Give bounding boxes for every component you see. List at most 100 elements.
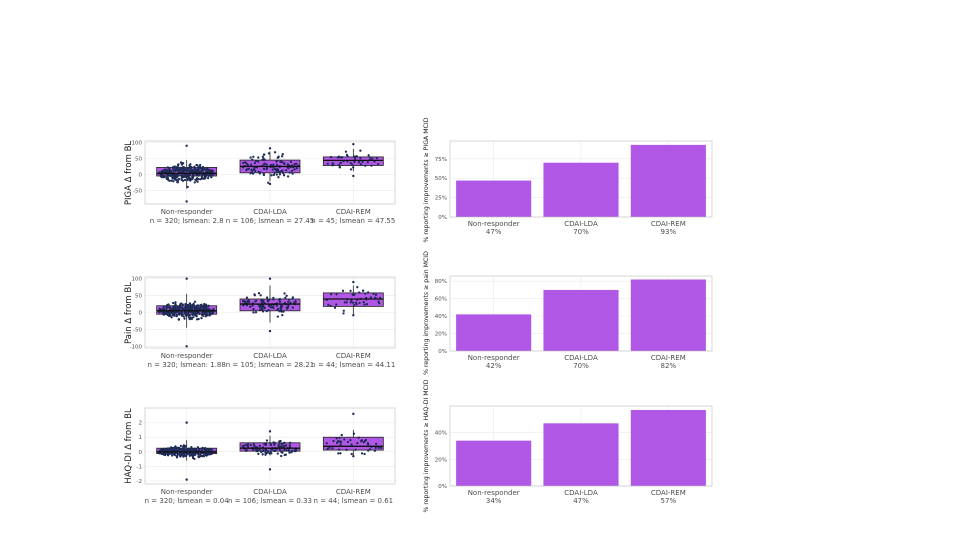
data-point [252,308,255,311]
data-point [161,175,165,178]
data-point [198,170,201,174]
data-point [168,166,171,170]
data-point [260,450,263,454]
data-point [205,311,208,314]
data-point [342,312,345,315]
data-point [184,175,187,178]
data-point [369,156,372,159]
data-point [249,444,252,447]
data-point [206,169,209,172]
data-point [280,155,284,158]
data-point [364,292,367,295]
data-point [267,309,270,312]
data-point [174,302,177,306]
data-point [356,442,359,445]
data-point [276,168,279,171]
bar-value-label: 47% [573,497,589,505]
data-point [359,163,363,166]
data-point [363,452,366,456]
data-point [337,163,340,167]
data-point [181,175,184,178]
data-point [168,452,171,456]
data-point [327,303,330,306]
data-point [254,159,258,163]
data-point [250,168,253,171]
data-point [291,297,294,300]
data-point [251,158,254,161]
data-point [287,300,290,304]
data-point [164,311,167,314]
category-label: CDAI-LDA [564,220,598,228]
data-point [282,445,285,448]
data-point [203,302,206,306]
data-point [251,304,254,307]
data-point [192,174,195,177]
data-point [174,304,177,307]
data-point [165,307,168,311]
data-point [261,449,265,452]
data-point [207,176,210,180]
data-point [252,311,255,314]
data-point [291,172,294,175]
data-point [158,307,161,311]
category-label: CDAI-LDA [253,488,287,496]
data-point [196,446,200,449]
data-point [258,172,261,175]
data-point [287,304,290,307]
data-point [287,449,290,453]
data-point-max [352,142,355,146]
data-point [282,174,286,177]
data-point [183,173,186,176]
data-point-min [268,329,272,333]
y-tick-label: 20% [435,457,447,463]
data-point [158,449,162,452]
data-point [283,448,286,452]
data-point [262,173,266,177]
data-point [340,433,343,437]
data-point [246,163,249,167]
bar [630,279,706,351]
data-point [286,307,289,310]
data-point [277,176,280,179]
data-point [375,157,379,160]
data-point [257,452,260,456]
data-point [175,178,178,181]
bar [630,144,706,217]
data-point [269,443,273,447]
data-point [353,160,356,164]
data-point [261,305,265,308]
data-point [257,170,260,173]
data-point [329,155,333,159]
category-label: Non-responder [161,488,213,496]
data-point-min [268,182,272,186]
bar-value-label: 47% [486,228,502,236]
data-point [187,311,190,314]
category-stats: n = 320; lsmean: 2.8 [150,217,224,225]
data-point [272,296,275,300]
data-point [366,442,370,445]
data-point [257,160,260,163]
y-tick-label: 50% [435,176,447,182]
data-point [288,171,291,174]
data-point [204,447,207,451]
data-point [349,289,352,293]
data-point [294,449,297,453]
data-point [242,304,245,307]
data-point [195,318,199,321]
category-stats: n = 45; lsmean = 47.55 [311,217,395,225]
bar-value-label: 42% [486,362,502,370]
data-point [197,177,200,181]
data-point [267,152,271,155]
data-point [182,166,186,169]
data-point [353,304,356,307]
data-point-min [352,314,355,317]
category-label: CDAI-REM [651,354,686,362]
data-point [258,305,261,308]
data-point [258,308,262,312]
data-point [359,157,362,160]
data-point [284,453,288,456]
data-point [193,165,196,168]
